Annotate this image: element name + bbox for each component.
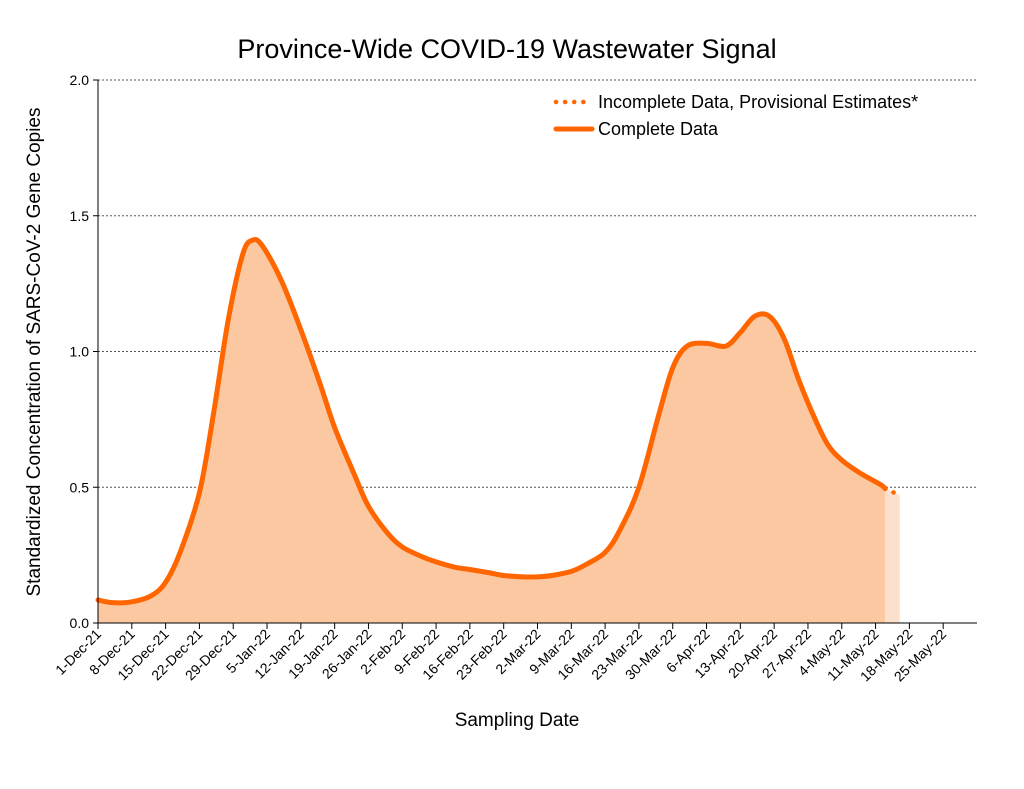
y-tick-label: 1.5 bbox=[70, 208, 90, 224]
x-tick-labels: 1-Dec-218-Dec-2115-Dec-2122-Dec-2129-Dec… bbox=[52, 626, 949, 685]
y-axis-label: Standardized Concentration of SARS-CoV-2… bbox=[24, 108, 45, 597]
series-line-1 bbox=[882, 486, 902, 498]
legend: Incomplete Data, Provisional Estimates* C… bbox=[553, 92, 918, 139]
series-lines bbox=[95, 237, 902, 606]
series-line-0 bbox=[95, 237, 888, 606]
y-tick-label: 2.0 bbox=[70, 72, 90, 88]
x-axis-label: Sampling Date bbox=[455, 710, 580, 731]
area-fills bbox=[98, 239, 900, 623]
series-area-0 bbox=[98, 239, 886, 623]
y-tick-label: 1.0 bbox=[70, 344, 90, 360]
legend-label-0: Complete Data bbox=[598, 119, 719, 139]
legend-label-1: Incomplete Data, Provisional Estimates* bbox=[598, 92, 918, 112]
y-tick-label: 0.0 bbox=[70, 615, 90, 631]
axes bbox=[93, 79, 977, 629]
series-area-1 bbox=[885, 488, 900, 623]
y-tick-label: 0.5 bbox=[70, 479, 90, 495]
chart-title: Province-Wide COVID-19 Wastewater Signal bbox=[237, 34, 776, 64]
y-tick-labels: 0.0 0.5 1.0 1.5 2.0 bbox=[70, 72, 90, 631]
